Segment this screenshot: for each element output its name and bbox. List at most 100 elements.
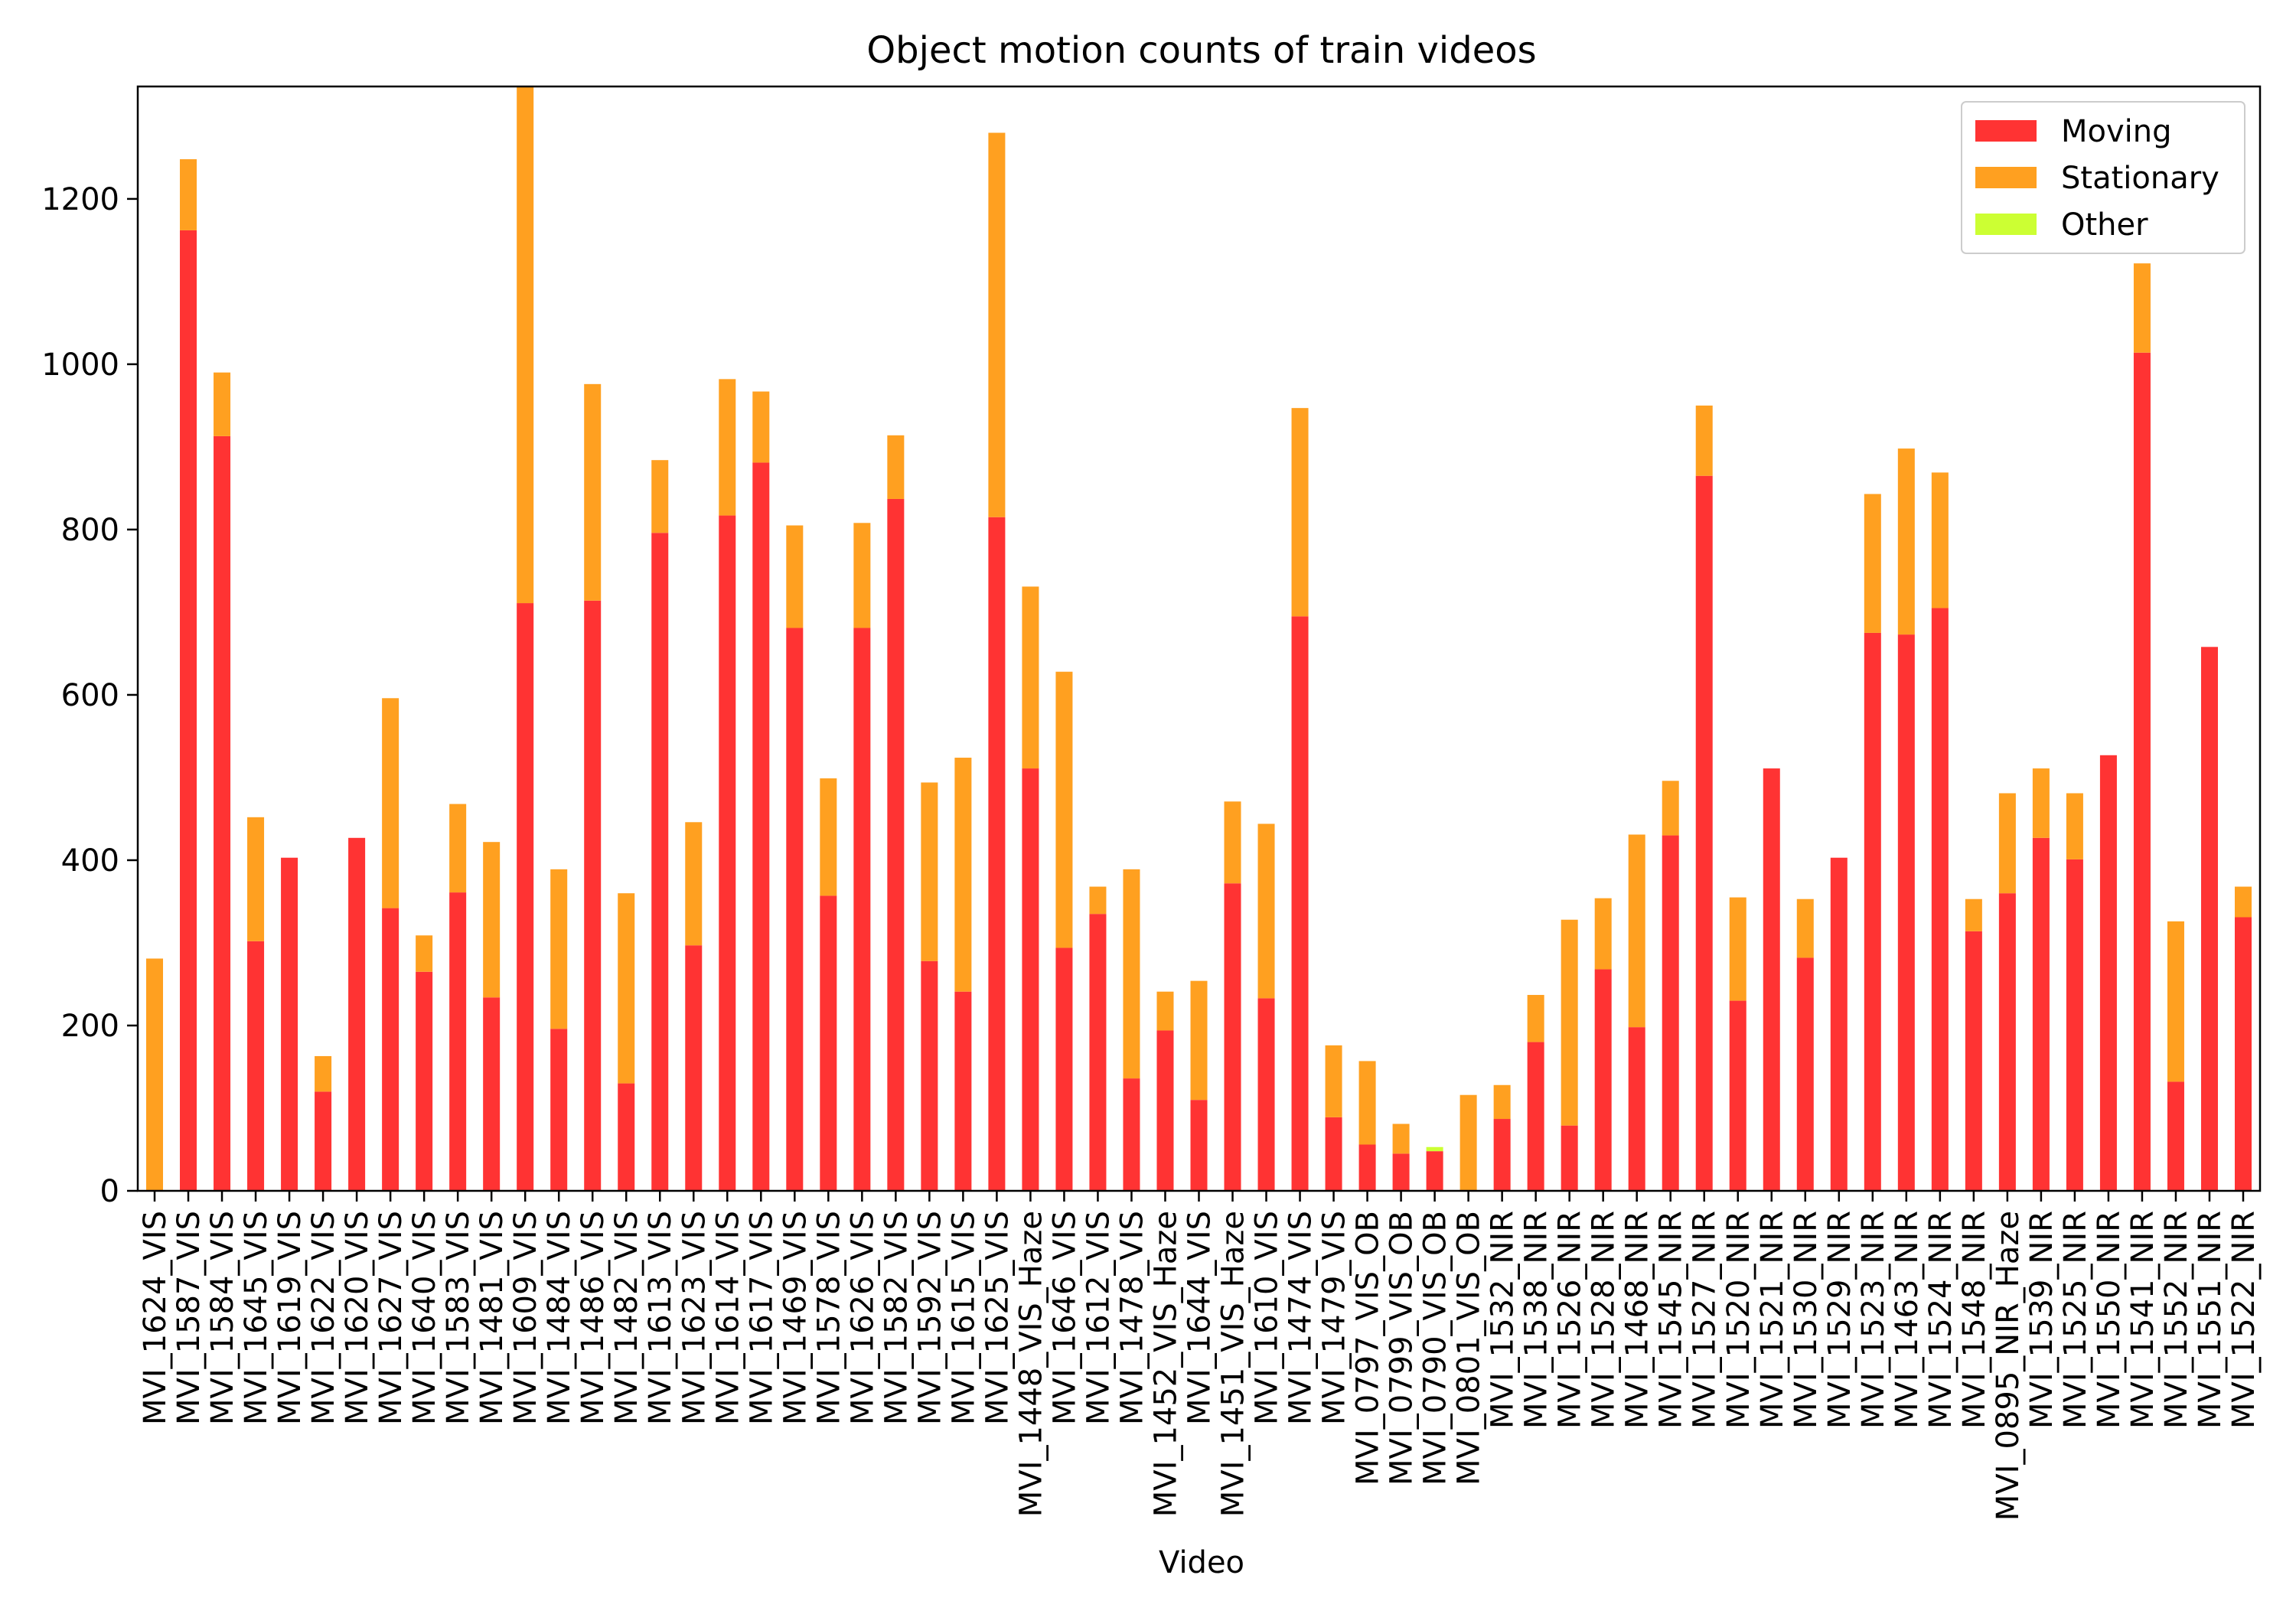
bar-moving-mvi-1548-nir: [1965, 931, 1982, 1191]
bar-moving-mvi-1646-vis: [1055, 947, 1073, 1191]
bar-stationary-mvi-1578-vis: [820, 778, 837, 896]
bar-moving-mvi-1521-nir: [1763, 768, 1780, 1191]
y-tick-label: 0: [100, 1174, 119, 1209]
x-tick-label: MVI_1530_NIR: [1789, 1211, 1824, 1429]
bar-stationary-mvi-1626-vis: [853, 523, 871, 628]
bar-moving-mvi-1524-nir: [1931, 608, 1949, 1191]
bar-moving-mvi-1527-nir: [1695, 475, 1713, 1191]
x-tick-label: MVI_1522_NIR: [2226, 1211, 2262, 1429]
bar-moving-mvi-0797-vis-ob: [1358, 1144, 1376, 1191]
legend-swatch-moving: [1975, 120, 2037, 142]
bar-moving-mvi-0799-vis-ob: [1392, 1153, 1410, 1191]
bar-moving-mvi-1609-vis: [517, 603, 534, 1191]
x-tick-label: MVI_1468_NIR: [1620, 1211, 1655, 1429]
x-tick-label: MVI_1541_NIR: [2125, 1211, 2161, 1429]
bar-stationary-mvi-1527-nir: [1695, 405, 1713, 476]
bar-moving-mvi-1582-vis: [887, 498, 905, 1191]
x-tick-label: MVI_1623_VIS: [677, 1211, 712, 1425]
x-tick-label: MVI_1532_NIR: [1486, 1211, 1521, 1429]
x-tick-label: MVI_1529_NIR: [1822, 1211, 1857, 1429]
bar-stationary-mvi-1520-nir: [1729, 897, 1746, 1001]
bar-stationary-mvi-1468-nir: [1628, 834, 1645, 1028]
x-tick-label: MVI_1463_NIR: [1890, 1211, 1925, 1429]
bar-stationary-mvi-1539-nir: [2032, 768, 2050, 838]
bar-stationary-mvi-0801-vis-ob: [1459, 1094, 1477, 1191]
x-tick-label: MVI_0790_VIS_OB: [1418, 1211, 1453, 1485]
x-tick-label: MVI_1645_VIS: [239, 1211, 274, 1425]
bar-moving-mvi-1610-vis: [1257, 998, 1275, 1191]
bar-moving-mvi-1592-vis: [921, 960, 938, 1191]
x-tick-label: MVI_1614_VIS: [710, 1211, 745, 1425]
bar-stationary-mvi-1587-vis: [180, 159, 197, 230]
bar-moving-mvi-1620-vis: [348, 837, 366, 1191]
legend-label-moving: Moving: [2061, 114, 2172, 149]
bar-moving-mvi-1541-nir: [2133, 352, 2151, 1191]
x-tick-label: MVI_1474_VIS: [1283, 1211, 1319, 1425]
x-tick-label: MVI_1619_VIS: [272, 1211, 308, 1425]
y-tick-label: 800: [61, 513, 119, 548]
x-tick-label: MVI_1583_VIS: [441, 1211, 476, 1425]
bar-moving-mvi-1552-nir: [2167, 1081, 2184, 1191]
legend-label-other: Other: [2061, 207, 2148, 243]
bar-stationary-mvi-0797-vis-ob: [1358, 1061, 1376, 1145]
legend-swatch-stationary: [1975, 167, 2037, 188]
x-tick-label: MVI_1582_VIS: [879, 1211, 914, 1425]
y-tick-label: 1000: [41, 347, 119, 383]
x-tick-label: MVI_1524_NIR: [1923, 1211, 1958, 1429]
bar-moving-mvi-1523-nir: [1864, 632, 1881, 1191]
x-tick-label: MVI_1539_NIR: [2024, 1211, 2060, 1429]
x-tick-label: MVI_1528_NIR: [1587, 1211, 1622, 1429]
bar-moving-mvi-1617-vis: [752, 462, 770, 1191]
bar-stationary-mvi-1486-vis: [584, 383, 602, 601]
y-axis: 0 200 400 600 800 1000 1200: [41, 182, 138, 1209]
bar-stationary-mvi-1645-vis: [247, 817, 265, 941]
x-tick-label: MVI_1484_VIS: [542, 1211, 577, 1425]
x-tick-label: MVI_0797_VIS_OB: [1351, 1211, 1386, 1485]
bar-moving-mvi-1463-nir: [1897, 634, 1915, 1191]
bar-stationary-mvi-1452-vis-haze: [1156, 991, 1174, 1031]
x-tick-label: MVI_1612_VIS: [1081, 1211, 1116, 1425]
x-tick-label: MVI_1626_VIS: [845, 1211, 880, 1425]
bar-moving-mvi-1486-vis: [584, 600, 602, 1191]
bar-moving-mvi-1619-vis: [281, 857, 298, 1191]
bar-stationary-mvi-1528-nir: [1594, 898, 1612, 970]
legend-label-stationary: Stationary: [2061, 161, 2219, 196]
bar-stationary-mvi-1624-vis: [146, 958, 164, 1191]
bar-moving-mvi-1545-nir: [1662, 835, 1679, 1191]
bar-stationary-mvi-1545-nir: [1662, 781, 1679, 836]
x-tick-label: MVI_1448_VIS_Haze: [1013, 1211, 1049, 1517]
y-tick-label: 1200: [41, 182, 119, 217]
bar-stationary-mvi-1524-nir: [1931, 472, 1949, 608]
x-tick-label: MVI_1479_VIS: [1317, 1211, 1352, 1425]
x-tick-label: MVI_1615_VIS: [946, 1211, 981, 1425]
x-tick-label: MVI_1610_VIS: [1250, 1211, 1285, 1425]
bar-moving-mvi-1587-vis: [180, 230, 197, 1191]
bar-moving-mvi-1551-nir: [2200, 647, 2218, 1191]
bar-stationary-mvi-1451-vis-haze: [1224, 801, 1241, 884]
bar-stationary-mvi-1522-nir: [2234, 886, 2252, 918]
x-tick-label: MVI_1478_VIS: [1114, 1211, 1150, 1425]
x-tick-label: MVI_1624_VIS: [138, 1211, 173, 1425]
bar-stationary-mvi-1552-nir: [2167, 921, 2184, 1082]
bar-stationary-mvi-1623-vis: [685, 822, 703, 946]
x-tick-label: MVI_1469_VIS: [778, 1211, 813, 1425]
x-tick-label: MVI_0895_NIR_Haze: [1991, 1211, 2026, 1521]
bar-stationary-mvi-1592-vis: [921, 782, 938, 961]
bar-moving-mvi-1479-vis: [1325, 1117, 1342, 1191]
x-tick-label: MVI_1520_NIR: [1721, 1211, 1756, 1429]
x-tick-label: MVI_1622_VIS: [306, 1211, 341, 1425]
bar-moving-mvi-1645-vis: [247, 941, 265, 1191]
x-tick-label: MVI_1644_VIS: [1182, 1211, 1218, 1425]
bar-stationary-mvi-1610-vis: [1257, 823, 1275, 999]
bar-moving-mvi-1584-vis: [214, 435, 231, 1191]
x-tick-label: MVI_1578_VIS: [811, 1211, 846, 1425]
bar-moving-mvi-1538-nir: [1527, 1042, 1544, 1191]
x-tick-label: MVI_1526_NIR: [1553, 1211, 1588, 1429]
x-tick-label: MVI_1627_VIS: [373, 1211, 409, 1425]
x-tick-label: MVI_0801_VIS_OB: [1452, 1211, 1487, 1485]
bar-moving-mvi-1578-vis: [820, 895, 837, 1191]
bar-stationary-mvi-1523-nir: [1864, 494, 1881, 633]
x-tick-label: MVI_1620_VIS: [340, 1211, 375, 1425]
